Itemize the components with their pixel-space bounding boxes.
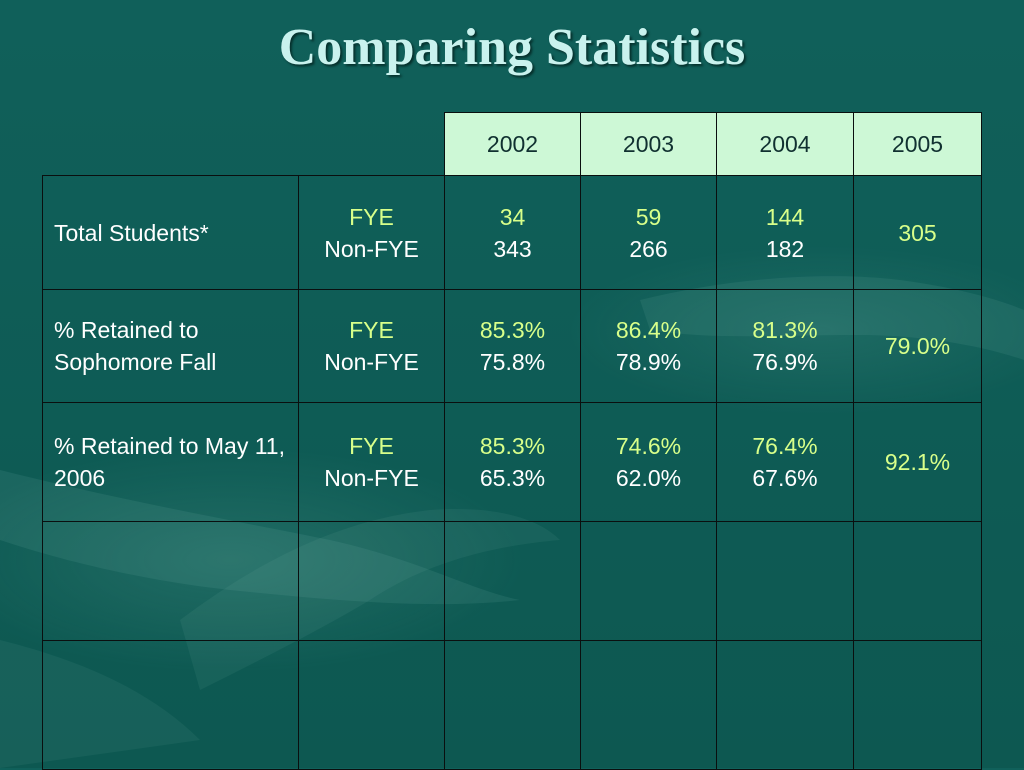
row-label: Total Students*: [42, 175, 299, 290]
header-empty-cell: [298, 112, 445, 176]
empty-table-row: [42, 521, 982, 641]
fye-value: 74.6%: [615, 433, 682, 459]
empty-cell: [42, 521, 299, 641]
fye-value: 144: [765, 203, 805, 230]
value-cell: 34 343: [444, 175, 581, 290]
empty-cell: [444, 640, 581, 770]
slide-title: Comparing Statistics: [278, 19, 746, 76]
empty-cell: [580, 521, 717, 641]
empty-cell: [580, 640, 717, 770]
value-cell: 86.4% 78.9%: [580, 289, 717, 403]
single-value-cell: 305: [853, 175, 982, 290]
nonfye-value: 67.6%: [752, 465, 818, 491]
year-header-2003: 2003: [580, 112, 717, 176]
empty-cell: [716, 640, 854, 770]
nonfye-value: 65.3%: [479, 465, 546, 491]
group-labels: FYE Non-FYE: [298, 289, 445, 403]
group-fye-label: FYE: [349, 203, 394, 230]
group-fye-label: FYE: [349, 317, 394, 343]
empty-cell: [853, 640, 982, 770]
empty-cell: [444, 521, 581, 641]
group-nonfye-label: Non-FYE: [324, 349, 419, 375]
nonfye-value: 343: [493, 235, 532, 262]
empty-table-row: [42, 640, 982, 770]
fye-value: 76.4%: [752, 433, 818, 459]
empty-cell: [42, 640, 299, 770]
group-labels: FYE Non-FYE: [298, 175, 445, 290]
group-nonfye-label: Non-FYE: [324, 235, 419, 262]
year-header-2005: 2005: [853, 112, 982, 176]
fye-value: 85.3%: [479, 317, 546, 343]
nonfye-value: 78.9%: [615, 349, 682, 375]
nonfye-value: 75.8%: [479, 349, 546, 375]
value-cell: 85.3% 75.8%: [444, 289, 581, 403]
row-label: % Retained to Sophomore Fall: [42, 289, 299, 403]
table-row: % Retained to Sophomore Fall FYE Non-FYE…: [42, 289, 982, 403]
nonfye-value: 266: [629, 235, 668, 262]
table-row: Total Students* FYE Non-FYE 34 343 59 26…: [42, 175, 982, 290]
single-value-cell: 79.0%: [853, 289, 982, 403]
fye-value: 85.3%: [479, 433, 546, 459]
table-row: % Retained to May 11, 2006 FYE Non-FYE 8…: [42, 402, 982, 522]
table-header-row: 2002 2003 2004 2005: [42, 112, 982, 176]
fye-value: 86.4%: [615, 317, 682, 343]
empty-cell: [298, 521, 445, 641]
nonfye-value: 182: [765, 235, 805, 262]
nonfye-value: 62.0%: [615, 465, 682, 491]
fye-value: 59: [635, 203, 662, 230]
nonfye-value: 76.9%: [752, 349, 818, 375]
group-fye-label: FYE: [349, 433, 394, 459]
value-cell: 144 182: [716, 175, 854, 290]
year-header-2004: 2004: [716, 112, 854, 176]
fye-value: 81.3%: [752, 317, 818, 343]
group-nonfye-label: Non-FYE: [324, 465, 419, 491]
statistics-table: 2002 2003 2004 2005 Total Students* FYE …: [42, 112, 982, 770]
single-value-cell: 92.1%: [853, 402, 982, 522]
value-cell: 76.4% 67.6%: [716, 402, 854, 522]
empty-cell: [298, 640, 445, 770]
header-empty-cell: [42, 112, 299, 176]
value-cell: 74.6% 62.0%: [580, 402, 717, 522]
value-cell: 85.3% 65.3%: [444, 402, 581, 522]
row-label: % Retained to May 11, 2006: [42, 402, 299, 522]
value-cell: 81.3% 76.9%: [716, 289, 854, 403]
value-cell: 59 266: [580, 175, 717, 290]
year-header-2002: 2002: [444, 112, 581, 176]
empty-cell: [853, 521, 982, 641]
fye-value: 34: [499, 203, 526, 230]
empty-cell: [716, 521, 854, 641]
group-labels: FYE Non-FYE: [298, 402, 445, 522]
